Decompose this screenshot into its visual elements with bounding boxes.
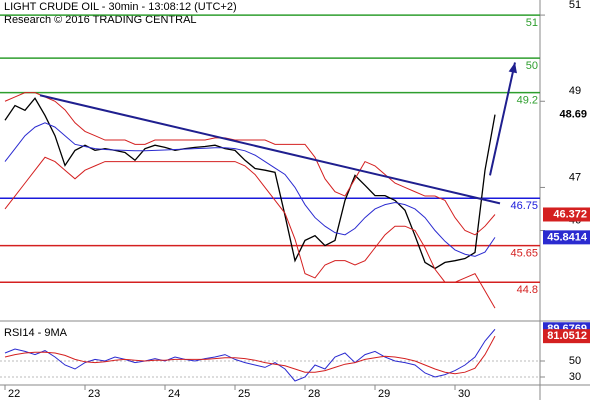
level-label: 45.65 (510, 248, 538, 260)
chart-subtitle: Research © 2016 TRADING CENTRAL (4, 14, 197, 26)
x-tick-label: 30 (458, 388, 470, 400)
price-tag-label: 45.8414 (547, 231, 588, 243)
series-line (4, 156, 496, 309)
level-label: 44.8 (517, 284, 538, 296)
series-line (4, 122, 496, 257)
x-tick-label: 23 (88, 388, 100, 400)
x-tick-label: 24 (168, 388, 180, 400)
price-tag-label: 46.372 (553, 208, 587, 220)
price-tag-label: 48.69 (559, 109, 587, 121)
price-tag (543, 107, 590, 122)
arrow-head (508, 62, 517, 74)
price-tag (543, 207, 590, 222)
rsi-title: RSI14 - 9MA (4, 327, 68, 339)
level-label: 50 (526, 60, 538, 72)
x-tick-label: 29 (378, 388, 390, 400)
y-tick-label: 50 (569, 355, 581, 367)
price-tag-label: 81.0512 (547, 330, 587, 342)
level-label: 49.2 (517, 95, 538, 107)
level-label: 46.75 (510, 200, 538, 212)
y-tick-label: 47 (569, 171, 581, 183)
chart-title: LIGHT CRUDE OIL - 30min - 13:08:12 (UTC+… (4, 1, 237, 13)
price-tag (543, 230, 590, 245)
level-label: 51 (526, 17, 538, 29)
x-tick-label: 22 (8, 388, 20, 400)
series-line (4, 92, 496, 236)
trendline (39, 94, 501, 205)
price-tag (543, 329, 590, 344)
y-tick-label: 30 (569, 371, 581, 383)
x-tick-label: 25 (238, 388, 250, 400)
x-tick-label: 28 (308, 388, 320, 400)
series-line (4, 335, 496, 375)
arrow-shaft (489, 62, 516, 176)
series-line (4, 97, 496, 270)
y-tick-label: 51 (569, 0, 581, 11)
y-tick-label: 49 (569, 85, 581, 97)
